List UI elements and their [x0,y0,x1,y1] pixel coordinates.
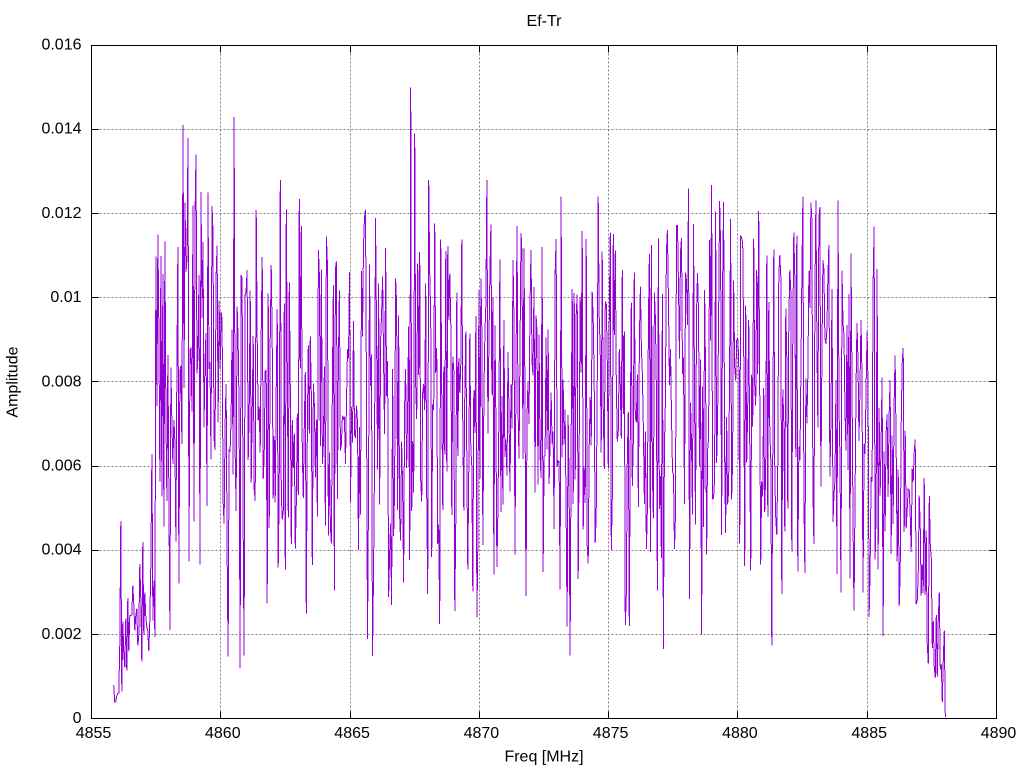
svg-text:0.012: 0.012 [41,205,81,222]
svg-text:0.016: 0.016 [41,37,81,54]
svg-text:4855: 4855 [76,725,112,742]
svg-text:0.006: 0.006 [41,457,81,474]
svg-text:4870: 4870 [464,725,500,742]
svg-text:0.002: 0.002 [41,626,81,643]
svg-text:0.008: 0.008 [41,373,81,390]
svg-text:Ef-Tr: Ef-Tr [527,13,563,30]
svg-text:Freq [MHz]: Freq [MHz] [504,749,583,766]
svg-text:0.01: 0.01 [50,289,81,306]
svg-text:4890: 4890 [981,725,1017,742]
svg-text:Amplitude: Amplitude [5,346,22,417]
svg-text:4860: 4860 [205,725,241,742]
svg-text:4875: 4875 [593,725,629,742]
svg-text:4880: 4880 [722,725,758,742]
svg-text:0.004: 0.004 [41,542,81,559]
svg-text:0.014: 0.014 [41,121,81,138]
svg-text:4865: 4865 [334,725,370,742]
svg-text:0: 0 [73,710,82,727]
svg-text:4885: 4885 [851,725,887,742]
